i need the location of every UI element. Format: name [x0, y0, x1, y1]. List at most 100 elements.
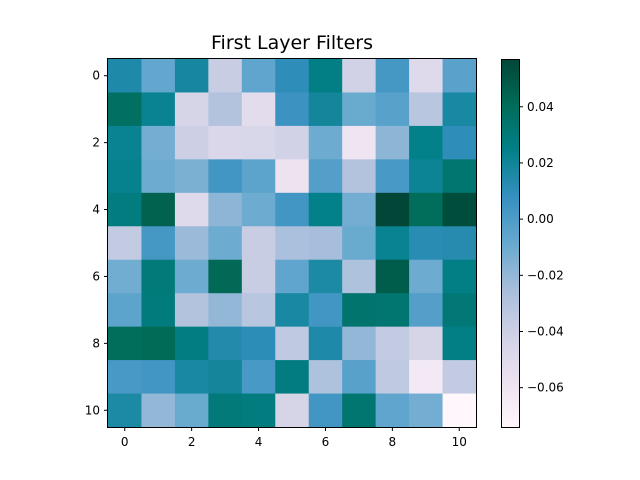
y-tick-label: 2	[92, 136, 100, 150]
heatmap-cell-r1-c1	[141, 92, 176, 127]
heatmap-cell-r3-c5	[275, 159, 310, 194]
heatmap-cell-r2-c4	[241, 125, 276, 160]
heatmap-cell-r3-c1	[141, 159, 176, 194]
heatmap-cell-r9-c4	[241, 360, 276, 395]
colorbar-tick-label: 0.04	[527, 100, 554, 114]
heatmap-cell-r1-c10	[442, 92, 477, 127]
heatmap-cell-r7-c6	[308, 293, 343, 328]
heatmap-cell-r6-c7	[342, 259, 377, 294]
heatmap-cell-r5-c7	[342, 226, 377, 261]
heatmap-cell-r8-c0	[108, 326, 143, 361]
heatmap-cell-r4-c8	[375, 192, 410, 227]
heatmap-cell-r6-c4	[241, 259, 276, 294]
heatmap-cell-r1-c7	[342, 92, 377, 127]
heatmap-cell-r10-c5	[275, 393, 310, 428]
heatmap-cell-r2-c8	[375, 125, 410, 160]
heatmap-cell-r7-c3	[208, 293, 243, 328]
heatmap-cell-r3-c3	[208, 159, 243, 194]
heatmap-cell-r10-c10	[442, 393, 477, 428]
heatmap-cell-r7-c1	[141, 293, 176, 328]
heatmap-cell-r6-c2	[174, 259, 209, 294]
heatmap-cell-r5-c5	[275, 226, 310, 261]
colorbar-tick-label: 0.00	[527, 212, 554, 226]
heatmap-cell-r0-c5	[275, 59, 310, 94]
heatmap-cell-r9-c5	[275, 360, 310, 395]
heatmap-cell-r9-c0	[108, 360, 143, 395]
heatmap-cell-r3-c6	[308, 159, 343, 194]
heatmap-cell-r9-c9	[409, 360, 444, 395]
heatmap-cell-r9-c2	[174, 360, 209, 395]
heatmap-cell-r2-c6	[308, 125, 343, 160]
heatmap-cell-r10-c1	[141, 393, 176, 428]
heatmap-cell-r7-c7	[342, 293, 377, 328]
heatmap-cell-r1-c2	[174, 92, 209, 127]
heatmap-cell-r4-c10	[442, 192, 477, 227]
y-tick-label: 6	[92, 269, 100, 283]
heatmap-cell-r5-c3	[208, 226, 243, 261]
heatmap-cell-r8-c9	[409, 326, 444, 361]
heatmap-cell-r0-c4	[241, 59, 276, 94]
heatmap-cell-r2-c1	[141, 125, 176, 160]
heatmap-cell-r8-c5	[275, 326, 310, 361]
heatmap-cell-r10-c3	[208, 393, 243, 428]
plot-frame	[107, 58, 477, 428]
y-tick-label: 8	[92, 336, 100, 350]
heatmap-cell-r2-c0	[108, 125, 143, 160]
heatmap-cell-r0-c8	[375, 59, 410, 94]
heatmap-cell-r6-c5	[275, 259, 310, 294]
heatmap-cell-r7-c5	[275, 293, 310, 328]
x-tick-label: 8	[389, 435, 397, 449]
heatmap-cell-r1-c6	[308, 92, 343, 127]
heatmap-cell-r10-c8	[375, 393, 410, 428]
heatmap-cell-r6-c9	[409, 259, 444, 294]
heatmap-cell-r0-c7	[342, 59, 377, 94]
heatmap-cell-r1-c5	[275, 92, 310, 127]
heatmap-cell-r5-c0	[108, 226, 143, 261]
heatmap-cell-r8-c8	[375, 326, 410, 361]
heatmap-cell-r5-c1	[141, 226, 176, 261]
colorbar-tick-label: −0.06	[527, 381, 564, 395]
heatmap-cell-r5-c4	[241, 226, 276, 261]
heatmap-cell-r10-c9	[409, 393, 444, 428]
y-tick-label: 10	[85, 403, 100, 417]
heatmap-cell-r5-c8	[375, 226, 410, 261]
heatmap-cell-r4-c7	[342, 192, 377, 227]
heatmap-cell-r3-c9	[409, 159, 444, 194]
heatmap-cell-r7-c2	[174, 293, 209, 328]
heatmap-cell-r6-c10	[442, 259, 477, 294]
heatmap-cell-r7-c0	[108, 293, 143, 328]
heatmap-cell-r0-c9	[409, 59, 444, 94]
colorbar-ticks: 0.04 0.02 0.00 −0.02 −0.04 −0.06	[519, 100, 564, 395]
heatmap-cell-r2-c7	[342, 125, 377, 160]
y-tick-label: 0	[92, 69, 100, 83]
heatmap-cell-r2-c10	[442, 125, 477, 160]
heatmap-cell-r5-c6	[308, 226, 343, 261]
heatmap-cell-r4-c2	[174, 192, 209, 227]
heatmap-cell-r5-c2	[174, 226, 209, 261]
heatmap-cell-r0-c2	[174, 59, 209, 94]
heatmap-cell-r6-c6	[308, 259, 343, 294]
heatmap-cell-r6-c0	[108, 259, 143, 294]
heatmap-cell-r7-c10	[442, 293, 477, 328]
heatmap-cell-r8-c10	[442, 326, 477, 361]
y-tick-label: 4	[92, 203, 100, 217]
heatmap-cell-r4-c0	[108, 192, 143, 227]
heatmap-cell-r1-c9	[409, 92, 444, 127]
heatmap-cell-r8-c1	[141, 326, 176, 361]
x-tick-label: 10	[452, 435, 467, 449]
heatmap-cell-r10-c7	[342, 393, 377, 428]
heatmap-cell-r0-c10	[442, 59, 477, 94]
heatmap-cell-r8-c2	[174, 326, 209, 361]
heatmap-cell-r6-c1	[141, 259, 176, 294]
heatmap-cell-r4-c1	[141, 192, 176, 227]
heatmap-cell-r0-c3	[208, 59, 243, 94]
heatmap-cell-r2-c2	[174, 125, 209, 160]
heatmap-cell-r3-c0	[108, 159, 143, 194]
heatmap-cell-r9-c3	[208, 360, 243, 395]
heatmap-cell-r1-c0	[108, 92, 143, 127]
heatmap-cell-r8-c7	[342, 326, 377, 361]
colorbar	[501, 59, 519, 427]
heatmap-cell-r0-c1	[141, 59, 176, 94]
x-tick-label: 6	[322, 435, 330, 449]
